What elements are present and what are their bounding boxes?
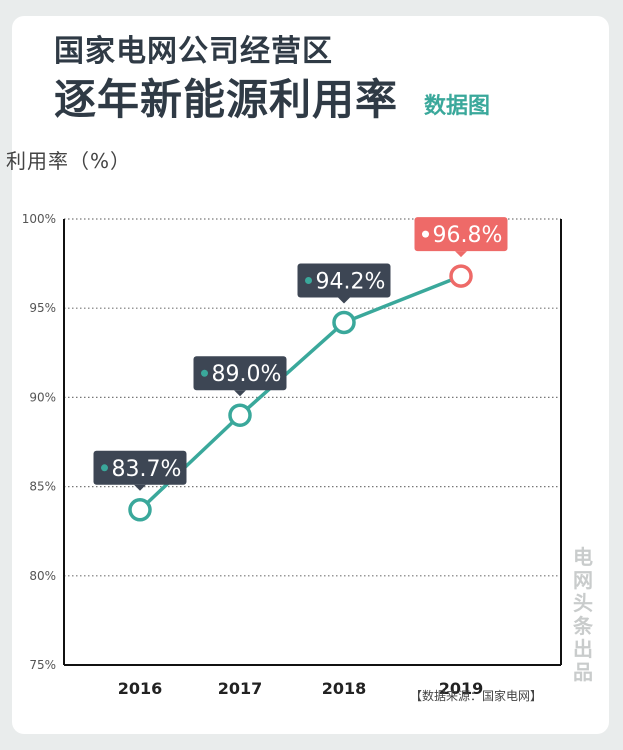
data-point: [128, 498, 152, 522]
data-label: 89.0%: [212, 362, 282, 387]
data-source: 【数据来源：国家电网】: [410, 689, 543, 703]
x-tick-label: 2016: [118, 679, 163, 698]
data-label: 83.7%: [112, 457, 182, 482]
y-tick-label: 95%: [29, 301, 56, 315]
title-tag: 数据图: [424, 94, 491, 119]
data-label-pointer: [455, 251, 467, 258]
x-tick-label: 2018: [322, 679, 367, 698]
series-line: [138, 274, 462, 512]
data-point: [449, 264, 473, 288]
data-label-dot: [422, 230, 429, 238]
title-line-2: 逐年新能源利用率: [54, 75, 399, 124]
watermark: 电网头条出品: [573, 545, 593, 684]
chart-card: [12, 16, 609, 734]
data-label: 94.2%: [316, 269, 386, 294]
data-label-box: [93, 450, 187, 485]
data-label-box: [297, 263, 391, 298]
data-label-pointer: [338, 297, 350, 304]
y-tick-label: 85%: [29, 480, 56, 494]
data-label-dot: [305, 276, 312, 284]
data-label-box: [193, 356, 287, 391]
y-tick-label: 80%: [29, 569, 56, 583]
data-label-pointer: [134, 484, 146, 491]
data-label: 96.8%: [433, 223, 503, 248]
data-label-box: [414, 217, 508, 252]
y-tick-label: 100%: [22, 212, 56, 226]
data-point: [228, 403, 252, 427]
data-point: [332, 310, 356, 335]
y-tick-label: 75%: [29, 658, 56, 672]
data-label-pointer: [234, 390, 246, 397]
x-tick-label: 2019: [439, 679, 484, 698]
y-tick-label: 90%: [29, 390, 56, 404]
data-label-dot: [101, 464, 108, 472]
y-axis-unit-label: 利用率（%）: [6, 149, 132, 173]
data-label-dot: [201, 369, 208, 377]
x-tick-label: 2017: [218, 679, 263, 698]
title-line-1: 国家电网公司经营区: [54, 34, 333, 69]
